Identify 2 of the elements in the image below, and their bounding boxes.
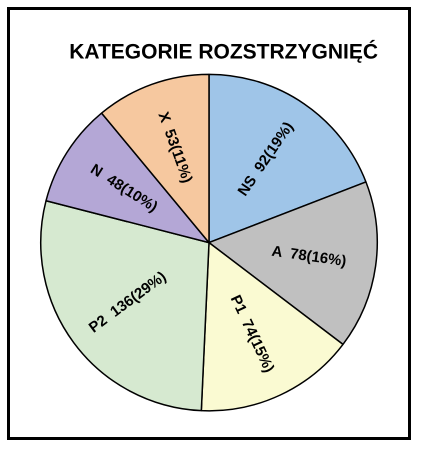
- slice-label: A 78(16%): [270, 242, 348, 270]
- chart-title: KATEGORIE ROZSTRZYGNIĘĆ: [69, 39, 378, 64]
